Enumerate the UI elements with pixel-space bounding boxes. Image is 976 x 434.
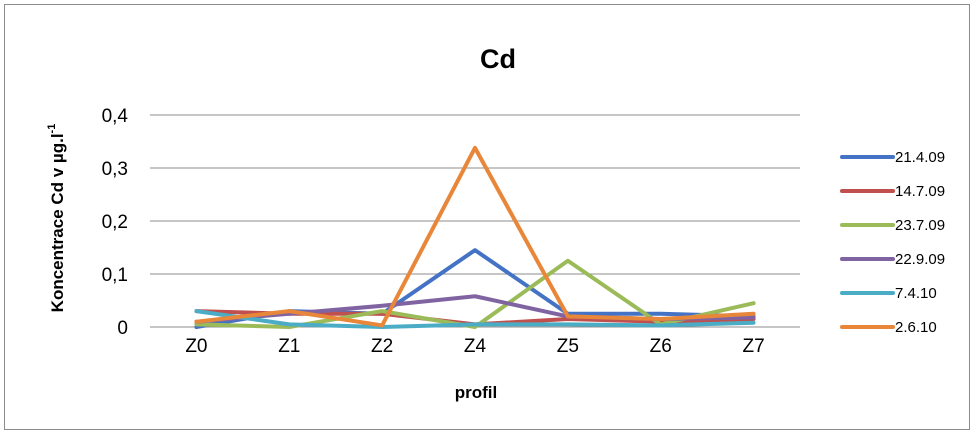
legend-label: 22.9.09 bbox=[895, 251, 945, 268]
y-tick-label: 0,4 bbox=[102, 106, 129, 127]
legend-entry: 22.9.09 bbox=[840, 251, 945, 268]
y-axis-title-superscript: -1 bbox=[46, 124, 58, 134]
y-tick-label: 0,1 bbox=[102, 265, 128, 286]
legend-label: 7.4.10 bbox=[895, 285, 937, 302]
x-tick-label: Z5 bbox=[557, 336, 579, 357]
series-lines bbox=[194, 145, 756, 329]
legend: 21.4.09 14.7.09 23.7.09 22.9.09 7.4.10 2.6.10 bbox=[840, 149, 945, 336]
x-tick-label: Z6 bbox=[650, 336, 672, 357]
chart-title: Cd bbox=[480, 44, 516, 74]
x-tick-label: Z4 bbox=[464, 336, 487, 357]
legend-entry: 2.6.10 bbox=[840, 319, 937, 336]
x-tick-label: Z0 bbox=[185, 336, 207, 357]
x-tick-label: Z2 bbox=[371, 336, 393, 357]
x-tick-label: Z1 bbox=[278, 336, 300, 357]
legend-entry: 7.4.10 bbox=[840, 285, 937, 302]
legend-entry: 14.7.09 bbox=[840, 183, 945, 200]
y-axis-title-text: Koncentrace Cd v µg.l bbox=[48, 133, 67, 312]
x-tick-label: Z7 bbox=[742, 336, 764, 357]
y-tick-label: 0,2 bbox=[102, 212, 128, 233]
chart-frame bbox=[4, 4, 970, 430]
x-axis-ticks: Z0 Z1 Z2 Z4 Z5 Z6 Z7 bbox=[185, 336, 764, 357]
legend-label: 2.6.10 bbox=[895, 319, 937, 336]
legend-label: 14.7.09 bbox=[895, 183, 945, 200]
x-axis-title: profil bbox=[455, 383, 498, 402]
y-axis-ticks: 0 0,1 0,2 0,3 0,4 bbox=[102, 106, 129, 339]
series-line bbox=[194, 145, 756, 328]
y-tick-label: 0,3 bbox=[102, 159, 128, 180]
legend-label: 23.7.09 bbox=[895, 217, 945, 234]
y-tick-label: 0 bbox=[117, 318, 128, 339]
legend-entry: 21.4.09 bbox=[840, 149, 945, 166]
series-line bbox=[194, 309, 756, 329]
legend-entry: 23.7.09 bbox=[840, 217, 945, 234]
y-axis-title: Koncentrace Cd v µg.l-1 bbox=[46, 124, 67, 313]
legend-label: 21.4.09 bbox=[895, 149, 945, 166]
